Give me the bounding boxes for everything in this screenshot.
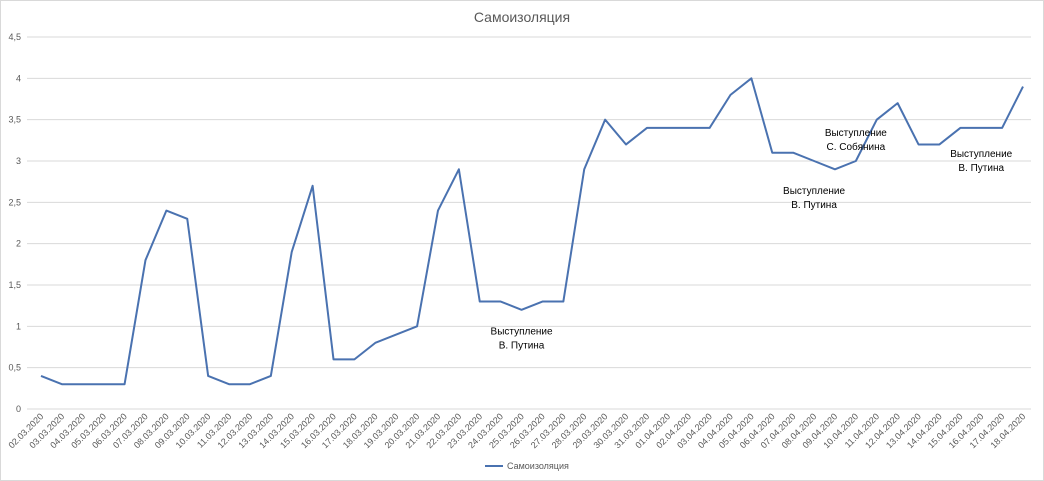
y-tick-label: 1 [16,321,21,331]
chart-title: Самоизоляция [474,9,570,25]
x-axis-ticks: 02.03.202003.03.202004.03.202005.03.2020… [6,411,1027,450]
series-group [40,77,1024,386]
annotation-line: Выступление [950,149,1012,160]
y-tick-label: 2,5 [8,197,21,207]
legend-label: Самоизоляция [507,461,569,471]
y-tick-label: 0 [16,404,21,414]
annotation-line: В. Путина [791,200,837,211]
y-axis-ticks: 0 0,5 1 1,5 2 2,5 3 3,5 4 4,5 [8,32,21,414]
annotation-label: Выступление В. Путина [783,186,845,211]
annotation-line: Выступление [825,128,887,139]
series-line [40,77,1024,386]
y-tick-label: 4 [16,73,21,83]
y-tick-label: 2 [16,239,21,249]
y-tick-label: 0,5 [8,363,21,373]
gridlines [27,36,1031,410]
annotation-line: В. Путина [958,163,1004,174]
annotation-line: Выступление [783,186,845,197]
annotation-line: С. Собянина [827,141,886,153]
y-tick-label: 3,5 [8,115,21,125]
legend: Самоизоляция [485,461,569,471]
annotation-line: Выступление [491,327,553,338]
annotations: Выступление В. Путина Выступление В. Путина… [491,128,1013,351]
y-tick-label: 4,5 [8,32,21,42]
annotation-line: В. Путина [499,341,545,352]
y-tick-label: 1,5 [8,280,21,290]
annotation-label: Выступление С. Собянина [825,128,887,153]
annotation-label: Выступление В. Путина [950,149,1012,174]
y-tick-label: 3 [16,156,21,166]
annotation-label: Выступление В. Путина [491,327,553,352]
